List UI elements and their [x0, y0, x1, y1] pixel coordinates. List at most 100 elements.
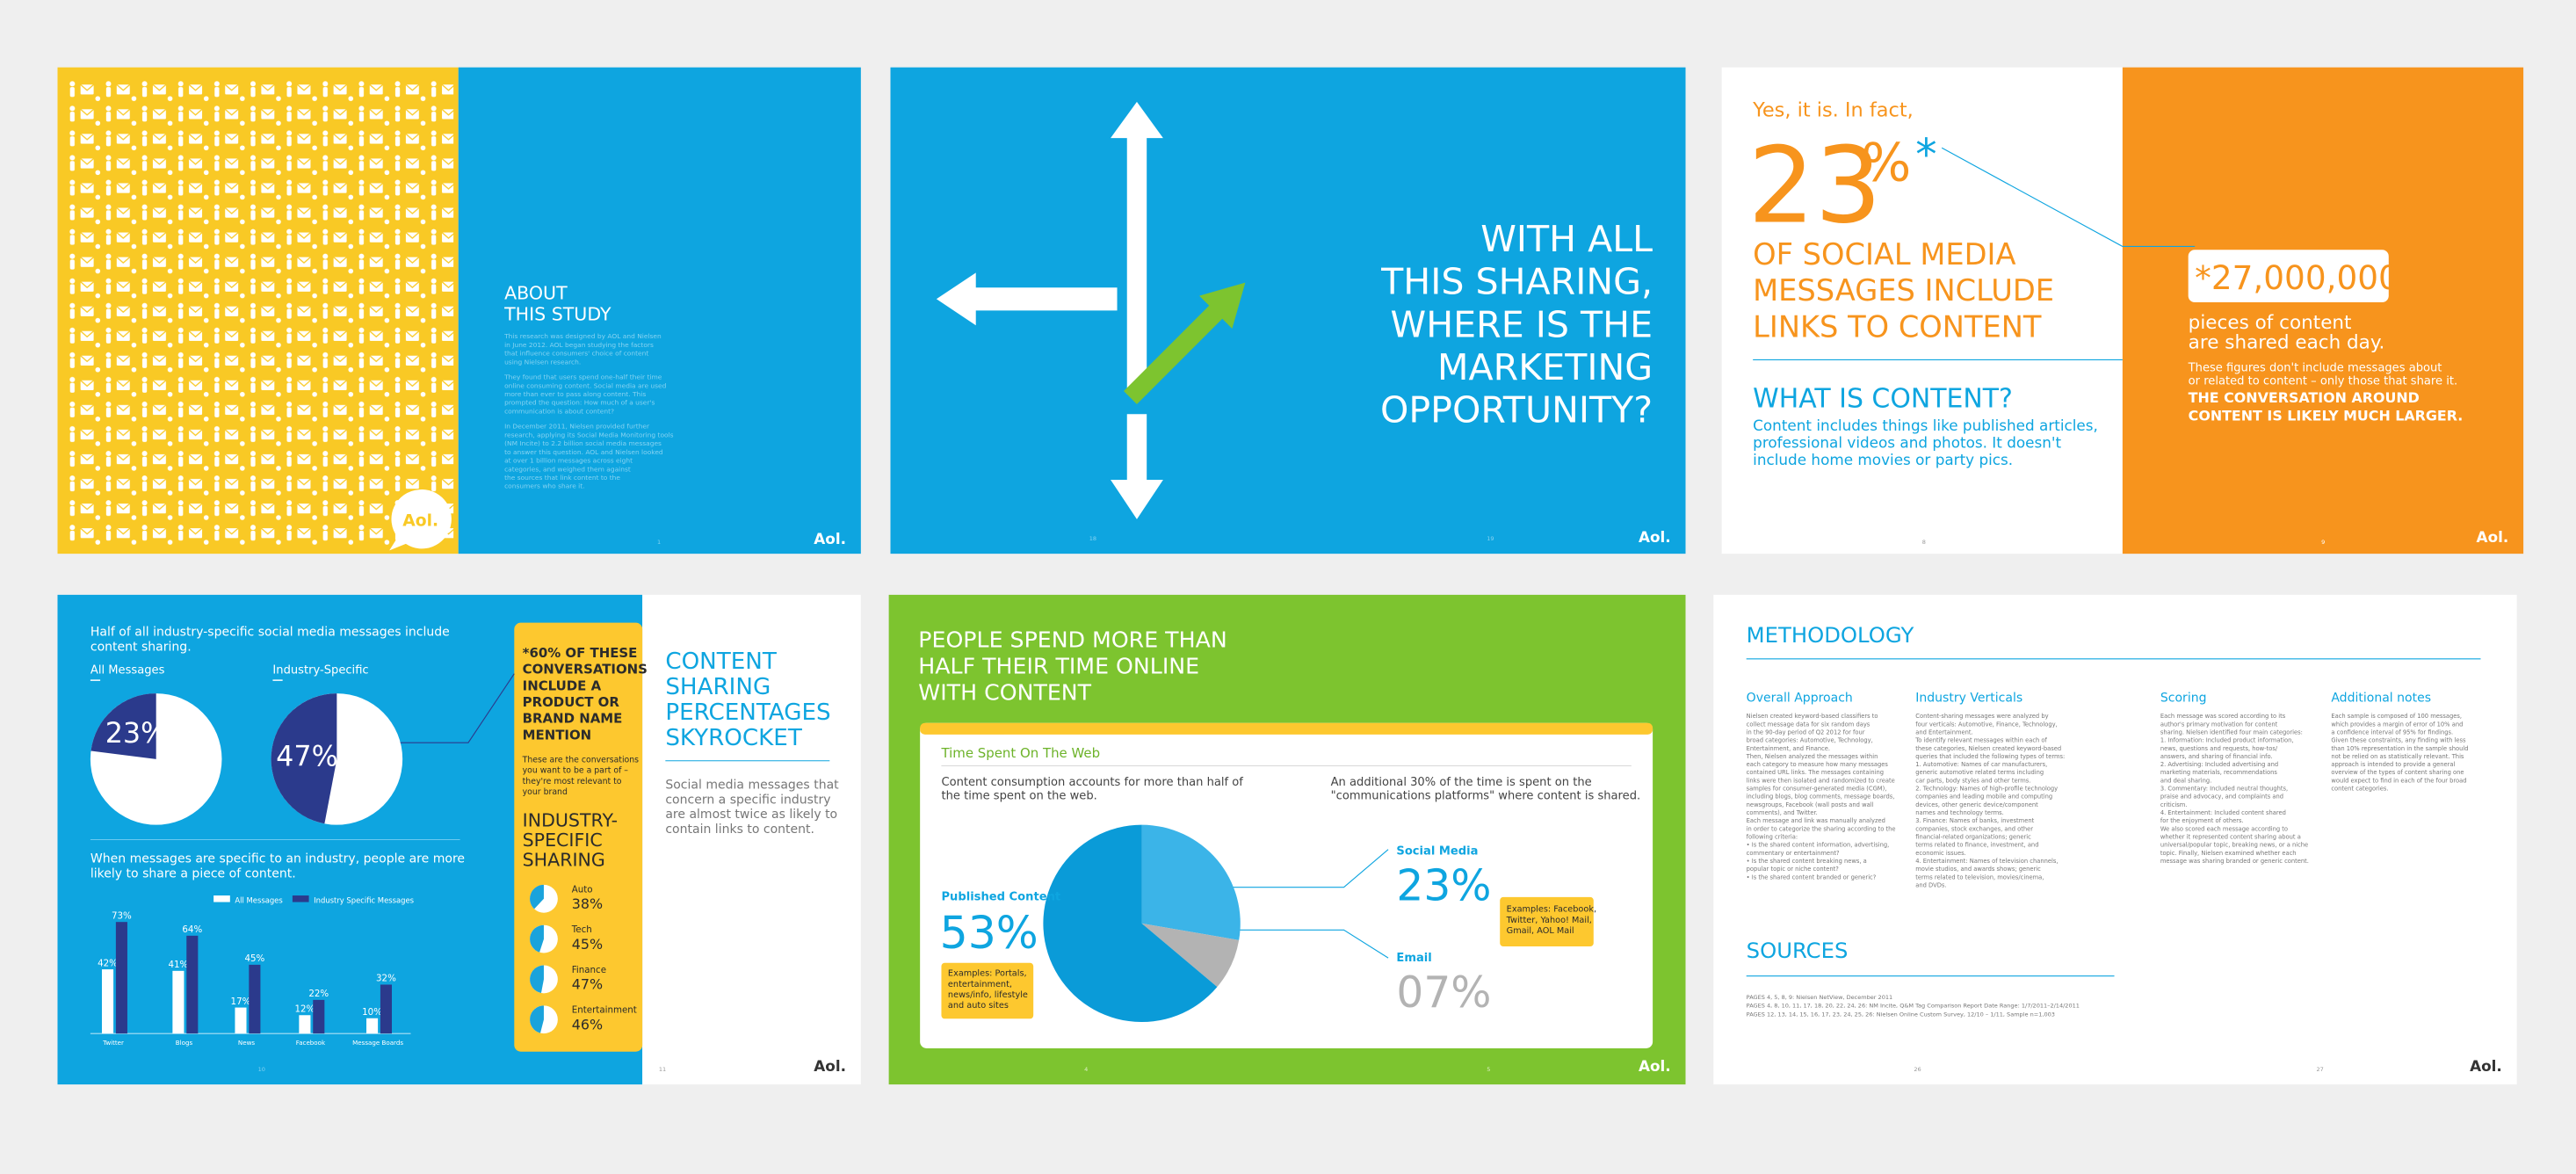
pie-value: 47%* — [276, 741, 352, 772]
column-text: Each message and link was manually analy… — [1747, 817, 1885, 824]
body-text: to answer this question. AOL and Nielsen… — [504, 448, 663, 456]
card-note: they're most relevant to — [523, 777, 622, 786]
column-text: and DVDs. — [1915, 882, 1946, 889]
column-text: universal/popular topic, breaking news, … — [2160, 842, 2308, 849]
card-subheading: SPECIFIC — [523, 830, 603, 851]
legend-swatch — [213, 895, 230, 902]
section-heading: SOURCES — [1747, 938, 1849, 963]
column-text: a confidence interval of 95% for finding… — [2331, 728, 2453, 736]
intro-text: content sharing. — [90, 640, 192, 654]
arrow-diagonal — [1124, 282, 1246, 404]
column-text: for the enjoyment of others. — [2160, 817, 2244, 824]
column-text: and Entertainment. — [1915, 728, 1972, 736]
orange-panel — [2122, 67, 2524, 554]
body-text: They found that users spend one-half the… — [503, 373, 662, 381]
bar — [249, 964, 261, 1034]
body-text: Content includes things like published a… — [1753, 417, 2098, 434]
slide-background — [1713, 594, 2517, 1085]
bar — [366, 1018, 379, 1034]
page-number: 27 — [2317, 1066, 2324, 1073]
industry-value: 47% — [572, 976, 603, 993]
column-text: companies and leading mobile and computi… — [1915, 794, 2052, 801]
card-note: These are the conversations — [522, 756, 640, 765]
white-panel — [642, 594, 861, 1085]
column-text: 2. Technology: Names of high-profile tec… — [1915, 786, 2058, 793]
intro-text: likely to share a piece of content. — [90, 866, 296, 880]
stat-unit: % — [1862, 133, 1912, 194]
card-heading: PRODUCT OR — [523, 694, 620, 710]
column-text: 4. Entertainment: Names of television ch… — [1915, 858, 2058, 865]
body-text: at over 1 billion messages across eight — [504, 457, 633, 465]
arrow-left — [936, 272, 1118, 326]
card-subheading: SHARING — [523, 849, 605, 870]
body-text: An additional 30% of the time is spent o… — [1331, 776, 1592, 789]
column-text: To identify relevant messages within eac… — [1914, 737, 2047, 744]
card-title: Time Spent On The Web — [940, 745, 1100, 761]
column-text: content categories. — [2331, 786, 2388, 793]
headline: MESSAGES INCLUDE — [1753, 273, 2054, 308]
slide-heading: METHODOLOGY — [1747, 622, 1914, 648]
note-text: These figures don't include messages abo… — [2188, 362, 2442, 375]
industry-pie-wedge — [530, 884, 544, 909]
emphasis-text: CONTENT IS LIKELY MUCH LARGER. — [2189, 408, 2464, 424]
body-text: online consuming content. Social media a… — [504, 381, 667, 389]
industry-value: 46% — [572, 1016, 603, 1033]
pie-slice — [1141, 824, 1241, 940]
column-text: in the 90-day period of Q2 2012 for four — [1747, 728, 1865, 736]
social-connector — [1228, 849, 1389, 888]
pie-wedge — [90, 693, 156, 759]
slide-heading: MARKETING — [1437, 346, 1653, 388]
column-text: queries that included the following type… — [1915, 753, 2065, 760]
body-text: contain links to content. — [665, 823, 814, 837]
column-text: • Is the shared content breaking news, a — [1747, 858, 1867, 865]
industry-value: 45% — [572, 936, 603, 953]
note-text: Gmail, AOL Mail — [1507, 926, 1574, 936]
intro-text: When messages are specific to an industr… — [90, 852, 465, 866]
source-line: PAGES 4, 5, 8, 9: Nielsen NetView, Decem… — [1747, 994, 1893, 1001]
column-text: praise and advocacy, and complaints and — [2160, 794, 2283, 801]
body-text: are almost twice as likely to — [665, 808, 837, 822]
bar-value: 64% — [182, 924, 202, 935]
column-text: answers, and sharing of financial info. — [2160, 753, 2273, 760]
bar-value: 12% — [294, 1004, 315, 1015]
industry-label: Tech — [571, 924, 592, 935]
bar-value: 42% — [98, 958, 118, 968]
body-text: categories, and weighed them against — [504, 465, 631, 473]
slice-label: Social Media — [1396, 844, 1478, 858]
callout-connector — [1941, 147, 2196, 248]
column-text: whether it represented content sharing a… — [2160, 834, 2301, 841]
column-text: topic. Finally, Nielsen examined whether… — [2160, 850, 2297, 857]
column-heading: Scoring — [2160, 691, 2207, 705]
callout-box — [2188, 250, 2389, 303]
bar-value: 17% — [231, 996, 251, 1007]
slice-label: Email — [1396, 952, 1431, 965]
pie-slice — [1043, 824, 1218, 1023]
emphasis-text: THE CONVERSATION AROUND — [2189, 389, 2420, 406]
column-text: broad categories: Automotive, Technology… — [1747, 737, 1873, 744]
column-heading: Industry Verticals — [1915, 691, 2022, 705]
blue-panel — [458, 67, 861, 554]
column-text: • Is the shared content information, adv… — [1747, 842, 1890, 849]
callout-text: pieces of content — [2189, 312, 2352, 334]
body-text: consumers who share it. — [504, 482, 584, 490]
page-number: 19 — [1487, 535, 1494, 542]
slide-heading: WITH CONTENT — [918, 680, 1091, 706]
bar — [380, 984, 393, 1034]
body-text: In December 2011, Nielsen provided furth… — [504, 423, 650, 431]
slide-heading: PEOPLE SPEND MORE THAN — [918, 627, 1226, 653]
note-text: or related to content – only those that … — [2189, 375, 2457, 388]
column-text: 2. Advertising: Included advertising and — [2160, 761, 2278, 768]
industry-label: Auto — [572, 884, 593, 895]
column-text: links were then isolated and randomized … — [1747, 777, 1895, 784]
column-text: commentary or entertainment? — [1747, 850, 1840, 857]
note-text: entertainment, — [948, 980, 1012, 989]
card-heading: INCLUDE A — [523, 678, 602, 693]
bar-value: 73% — [112, 910, 132, 921]
card-heading: *60% OF THESE — [523, 645, 638, 661]
pie-label: Industry-Specific — [272, 664, 368, 678]
legend-swatch — [292, 895, 309, 902]
column-text: collect message data for six random days — [1747, 721, 1870, 728]
card-heading: CONVERSATIONS — [523, 662, 648, 678]
brand-logo: Aol. — [814, 1057, 846, 1075]
